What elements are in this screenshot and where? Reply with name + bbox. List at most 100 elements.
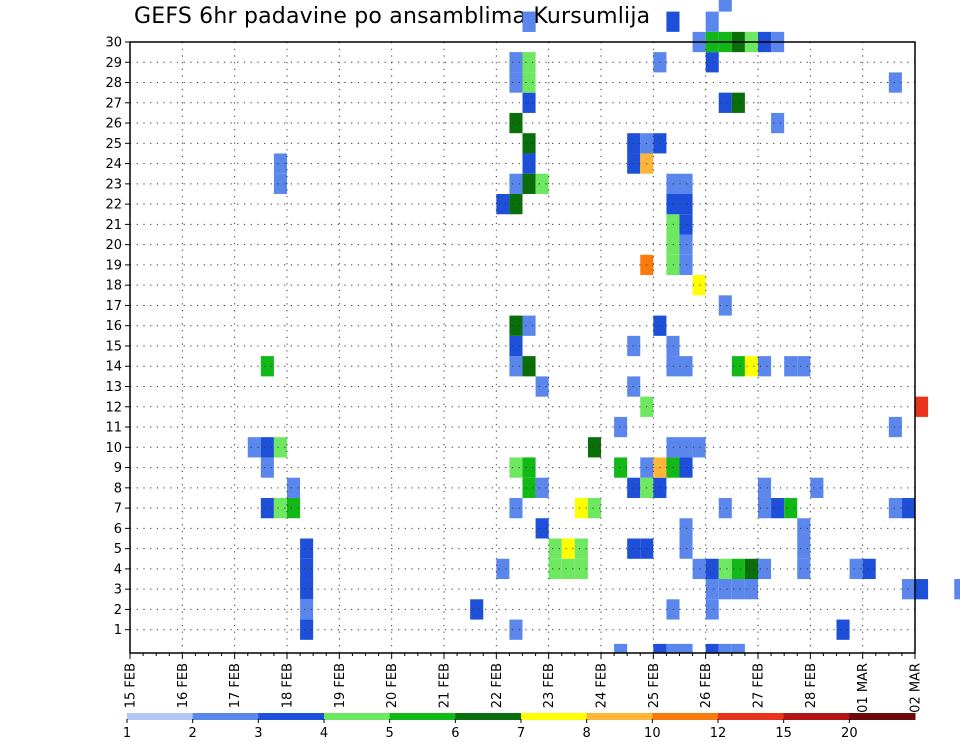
heatmap-cell xyxy=(718,295,732,316)
heatmap-cell xyxy=(627,153,641,174)
y-tick-label: 25 xyxy=(105,137,122,152)
heatmap-cell xyxy=(744,579,758,600)
colorbar-segment xyxy=(849,713,916,720)
heatmap-cell xyxy=(522,133,536,154)
heatmap-cell xyxy=(627,335,641,357)
heatmap-cell xyxy=(692,275,706,296)
y-tick-label: 2 xyxy=(114,603,122,618)
y-tick-label: 9 xyxy=(114,461,122,476)
heatmap-cell xyxy=(522,315,536,336)
heatmap-cell xyxy=(287,497,301,519)
heatmap-cell xyxy=(522,92,536,113)
y-axis: 1234567891011121314151617181920212223242… xyxy=(105,36,130,638)
heatmap-cell xyxy=(260,437,274,458)
heatmap-cell xyxy=(849,558,863,580)
heatmap-cell xyxy=(758,356,772,377)
colorbar-label: 6 xyxy=(451,726,459,741)
heatmap-cell xyxy=(705,558,719,580)
heatmap-cell xyxy=(535,376,549,397)
y-tick-label: 1 xyxy=(114,623,122,638)
x-tick-label: 17 FEB xyxy=(228,663,243,708)
heatmap-cell xyxy=(535,173,549,194)
y-tick-label: 18 xyxy=(105,279,122,294)
heatmap-cell xyxy=(535,477,549,498)
heatmap-cell xyxy=(496,193,510,215)
heatmap-cell xyxy=(509,335,523,357)
y-tick-label: 5 xyxy=(114,542,122,557)
heatmap-cell xyxy=(679,356,693,377)
heatmap-cell xyxy=(300,538,314,559)
x-tick-label: 23 FEB xyxy=(542,663,557,708)
heatmap-cell xyxy=(273,173,287,194)
heatmap-cell xyxy=(915,396,929,417)
y-tick-label: 8 xyxy=(114,481,122,496)
x-tick-label: 20 FEB xyxy=(385,663,400,708)
heatmap-cell xyxy=(679,214,693,235)
heatmap-cell xyxy=(692,558,706,580)
heatmap-cell xyxy=(522,52,536,73)
heatmap-cell xyxy=(679,234,693,255)
heatmap-cell xyxy=(954,579,960,600)
heatmap-cell xyxy=(260,457,274,478)
heatmap-cell xyxy=(614,643,628,653)
colorbar-segment xyxy=(192,713,259,720)
heatmap-cell xyxy=(758,477,772,498)
y-tick-label: 13 xyxy=(105,380,122,395)
y-tick-label: 22 xyxy=(105,198,122,213)
heatmap-cell xyxy=(718,497,732,519)
colorbar-label: 2 xyxy=(189,726,197,741)
heatmap-cell xyxy=(679,538,693,559)
heatmap-cell xyxy=(758,558,772,580)
heatmap-cell xyxy=(614,457,628,478)
heatmap-cell xyxy=(300,579,314,600)
heatmap-cell xyxy=(627,477,641,498)
y-tick-label: 7 xyxy=(114,502,122,517)
colorbar-label: 1 xyxy=(123,726,131,741)
colorbar-label: 15 xyxy=(775,726,792,741)
heatmap-cell xyxy=(810,477,824,498)
heatmap-cell xyxy=(300,558,314,580)
colorbar-label: 8 xyxy=(583,726,591,741)
heatmap-cell xyxy=(836,619,850,640)
heatmap-cell xyxy=(797,518,811,539)
heatmap-cell xyxy=(731,558,745,580)
heatmap-cell xyxy=(273,497,287,519)
heatmap-cell xyxy=(287,477,301,498)
colorbar-label: 5 xyxy=(386,726,394,741)
heatmap-cell xyxy=(522,11,536,32)
heatmap-cell xyxy=(574,538,588,559)
heatmap-cell xyxy=(522,457,536,478)
heatmap-cell xyxy=(522,173,536,194)
heatmap-cell xyxy=(731,92,745,113)
colorbar-label: 20 xyxy=(841,726,858,741)
colorbar: 1 2 3 4 5 6 7 8 10 12 15 20 xyxy=(123,713,916,741)
heatmap-cell xyxy=(666,643,680,653)
heatmap-cell xyxy=(888,416,902,438)
colorbar-segment xyxy=(389,713,456,720)
y-tick-label: 11 xyxy=(105,421,122,436)
heatmap-cell xyxy=(535,518,549,539)
heatmap-cell xyxy=(509,497,523,519)
y-tick-label: 30 xyxy=(105,36,122,51)
heatmap-cell xyxy=(260,356,274,377)
heatmap-cell xyxy=(260,497,274,519)
heatmap-cell xyxy=(784,356,798,377)
heatmap-cell xyxy=(509,356,523,377)
x-tick-label: 27 FEB xyxy=(752,663,767,708)
y-tick-label: 17 xyxy=(105,299,122,314)
heatmap-cell xyxy=(679,457,693,478)
y-tick-label: 21 xyxy=(105,218,122,233)
y-tick-label: 20 xyxy=(105,238,122,253)
heatmap-cell xyxy=(797,356,811,377)
heatmap-cell xyxy=(718,643,732,653)
heatmap-cell xyxy=(679,518,693,539)
heatmap-cell xyxy=(771,112,785,134)
heatmap-cell xyxy=(509,72,523,93)
heatmap-cell xyxy=(653,643,667,653)
x-tick-label: 28 FEB xyxy=(804,663,819,708)
heatmap-cell xyxy=(522,477,536,498)
heatmap-cell xyxy=(587,497,601,519)
heatmap-cell xyxy=(522,153,536,174)
x-axis: 15 FEB 16 FEB 17 FEB 18 FEB 19 FEB 20 FEB 21 F… xyxy=(124,653,924,713)
heatmap-cell xyxy=(771,497,785,519)
